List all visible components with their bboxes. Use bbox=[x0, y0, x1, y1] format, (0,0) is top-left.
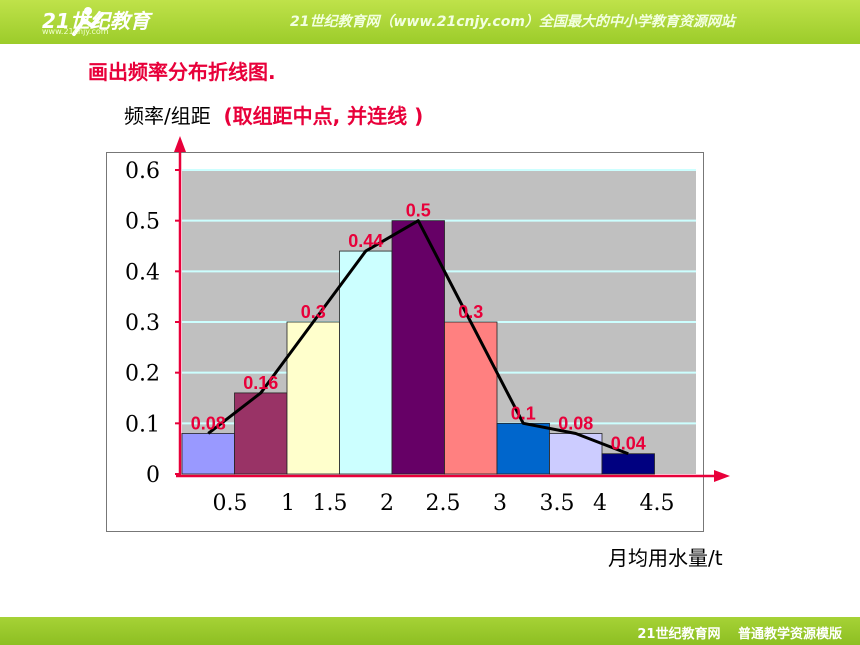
data-label: 0.08 bbox=[191, 413, 226, 433]
y-tick-label: 0.1 bbox=[125, 412, 160, 437]
logo-text: 21世纪教育 bbox=[42, 9, 150, 33]
y-tick-label: 0.6 bbox=[125, 159, 160, 184]
data-label: 0.04 bbox=[611, 434, 646, 454]
header-bar: 21世纪教育 www.21cnjy.com 21世纪教育网（www.21cnjy… bbox=[0, 0, 860, 44]
data-label: 0.08 bbox=[558, 413, 593, 433]
data-label: 0.1 bbox=[511, 403, 536, 423]
runner-logo-icon bbox=[72, 7, 104, 36]
bar bbox=[181, 433, 235, 475]
x-axis-title: 月均用水量/t bbox=[608, 546, 723, 570]
y-tick-label: 0.3 bbox=[125, 311, 160, 336]
bar bbox=[339, 250, 393, 475]
slide-subtitle: 频率/组距 (取组距中点, 并连线 ) bbox=[124, 100, 423, 129]
bar bbox=[601, 453, 655, 475]
bar bbox=[444, 321, 498, 475]
bar bbox=[234, 392, 288, 475]
y-axis-arrow-icon bbox=[174, 136, 186, 152]
header-slogan: 21世纪教育网（www.21cnjy.com）全国最大的中小学教育资源网站 bbox=[290, 14, 735, 30]
x-axis-arrow-icon bbox=[714, 470, 730, 482]
x-tick-label: 3 bbox=[493, 491, 507, 516]
bar bbox=[391, 220, 445, 475]
data-label: 0.16 bbox=[243, 373, 278, 393]
subtitle-main: 频率/组距 bbox=[124, 104, 211, 128]
x-tick-label: 2 bbox=[380, 491, 394, 516]
y-tick-label: 0.5 bbox=[125, 210, 160, 235]
x-tick-label: 1 bbox=[281, 491, 295, 516]
x-tick-label: 1.5 bbox=[313, 491, 348, 516]
x-tick-label: 4.5 bbox=[640, 491, 675, 516]
footer-text: 21世纪教育网 普通教学资源模版 bbox=[637, 627, 842, 642]
data-label: 0.5 bbox=[406, 201, 431, 221]
data-label: 0.3 bbox=[301, 302, 326, 322]
y-tick-label: 0.2 bbox=[125, 362, 160, 387]
y-tick-label: 0 bbox=[146, 463, 160, 488]
footer-bar: 21世纪教育网 普通教学资源模版 bbox=[0, 617, 860, 645]
logo-url[interactable]: www.21cnjy.com bbox=[42, 27, 109, 36]
bar bbox=[496, 422, 550, 475]
x-tick-label: 2.5 bbox=[426, 491, 461, 516]
x-tick-label: 0.5 bbox=[213, 491, 248, 516]
x-tick-label: 3.5 bbox=[540, 491, 575, 516]
x-tick-label: 4 bbox=[593, 491, 607, 516]
frequency-polyline bbox=[207, 219, 629, 456]
data-label: 0.3 bbox=[458, 302, 483, 322]
subtitle-note: (取组距中点, 并连线 ) bbox=[223, 104, 424, 128]
data-label: 0.44 bbox=[348, 231, 383, 251]
y-tick-label: 0.4 bbox=[125, 260, 160, 285]
slide-heading: 画出频率分布折线图. bbox=[88, 60, 276, 84]
